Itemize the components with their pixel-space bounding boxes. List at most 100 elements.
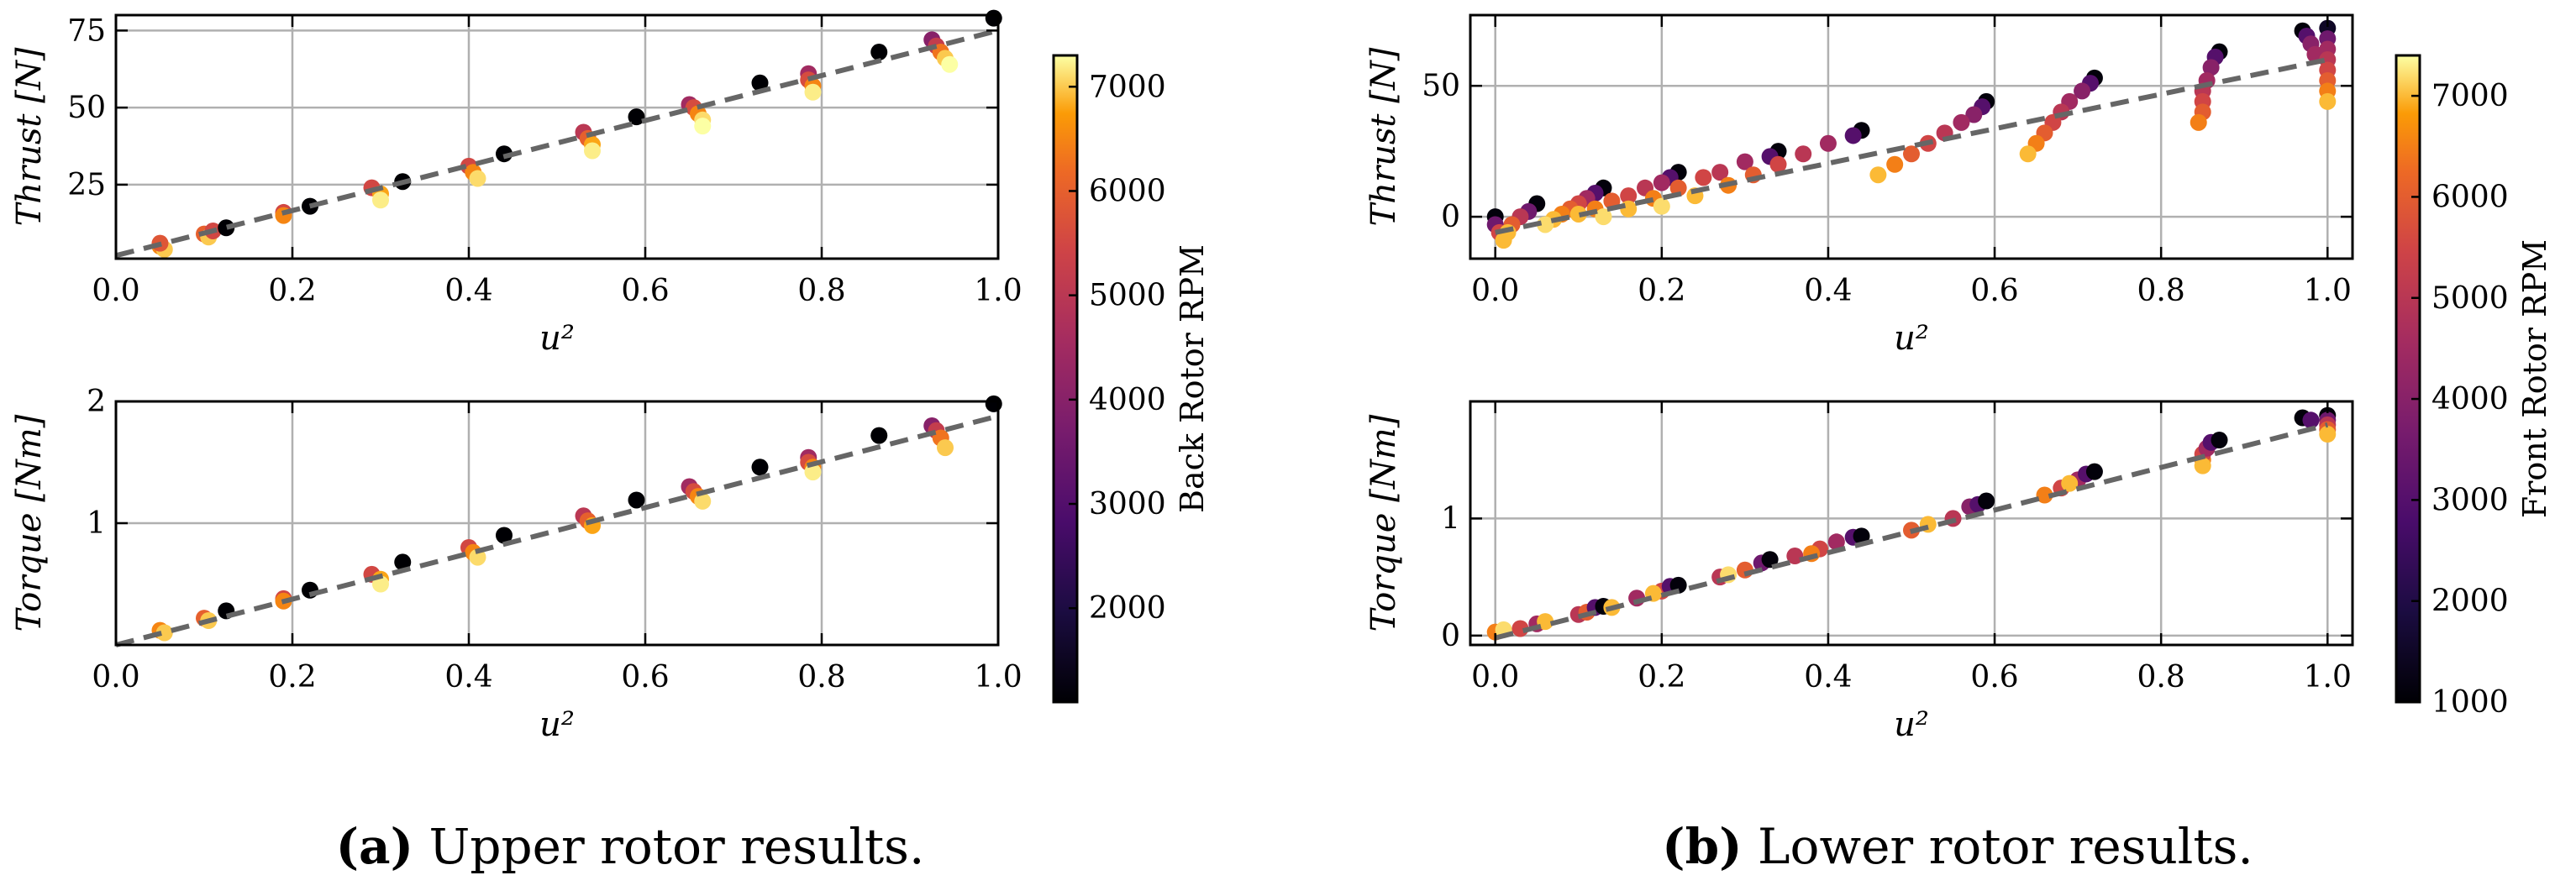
data-point	[2319, 426, 2337, 443]
x-axis-label: u²	[539, 705, 575, 744]
x-tick-label: 0.0	[1471, 660, 1519, 694]
x-axis-label: u²	[1894, 319, 1929, 358]
data-point	[469, 170, 486, 187]
y-tick-label: 0	[1441, 200, 1460, 234]
data-point	[804, 464, 822, 481]
y-axis-label: Thrust [N]	[10, 47, 49, 226]
data-point	[1653, 197, 1670, 215]
data-point	[1761, 551, 1779, 569]
x-tick-label: 0.4	[444, 274, 492, 308]
data-point	[584, 142, 601, 160]
axes-frame	[1469, 13, 2354, 260]
colorbar-gradient	[1052, 54, 1079, 704]
data-point	[1537, 216, 1554, 233]
x-tick-label: 0.8	[797, 660, 845, 694]
data-point	[1869, 166, 1887, 184]
caption-b: (b) Lower rotor results.	[1662, 818, 2253, 875]
x-tick-label: 1.0	[2304, 274, 2352, 308]
data-point	[2194, 457, 2211, 474]
data-point	[941, 55, 959, 73]
caption-b-text: Lower rotor results.	[1743, 818, 2253, 875]
data-point	[469, 548, 486, 566]
data-point	[751, 74, 769, 92]
data-point	[628, 491, 645, 509]
data-point	[751, 459, 769, 476]
y-tick-label: 0	[1441, 619, 1460, 653]
data-point	[2085, 463, 2103, 480]
x-tick-label: 1.0	[974, 274, 1022, 308]
data-point	[985, 9, 1002, 27]
y-axis-label: Thrust [N]	[1364, 47, 1403, 226]
data-point	[2074, 82, 2091, 100]
x-tick-label: 0.4	[1804, 274, 1852, 308]
fit-line	[115, 28, 999, 259]
colorbar-tick-label: 2000	[1089, 591, 1166, 626]
colorbar-tick-label: 5000	[2431, 281, 2509, 316]
data-point	[1569, 205, 1587, 223]
data-point	[1620, 200, 1638, 218]
colorbar-label: Front Rotor RPM	[2516, 239, 2553, 518]
data-point	[372, 191, 389, 209]
back-rotor-colorbar: 2000 3000 4000 5000 6000 7000 Back Rotor RPM	[1052, 54, 1211, 704]
data-point	[694, 492, 712, 510]
caption-a: (a) Upper rotor results.	[336, 818, 925, 875]
colorbar-tick-label: 6000	[1089, 174, 1166, 208]
y-tick-label: 1	[87, 506, 106, 541]
x-tick-label: 0.0	[92, 274, 139, 308]
fit-line	[115, 413, 999, 647]
data-point	[496, 527, 513, 544]
colorbar-tick-label: 2000	[2431, 584, 2509, 619]
x-tick-label: 0.8	[2137, 274, 2185, 308]
colorbar-tick-label: 5000	[1089, 279, 1166, 313]
data-point	[218, 219, 235, 237]
y-tick-label: 50	[67, 91, 106, 125]
y-axis-label: Torque [Nm]	[1364, 414, 1403, 632]
data-point	[1886, 155, 1904, 173]
x-axis-label: u²	[539, 319, 575, 358]
data-point	[1903, 145, 1920, 163]
data-point	[870, 44, 888, 61]
colorbar-tick-label: 6000	[2431, 180, 2509, 214]
colorbar-tick-label: 7000	[1089, 70, 1166, 104]
x-tick-label: 0.2	[268, 660, 316, 694]
x-tick-label: 1.0	[974, 660, 1022, 694]
x-tick-label: 0.8	[2137, 660, 2185, 694]
data-point	[694, 118, 712, 135]
y-tick-label: 75	[67, 13, 106, 48]
data-point	[1786, 548, 1804, 565]
data-point	[1795, 145, 1812, 163]
data-point	[1827, 533, 1845, 551]
data-point	[2190, 113, 2207, 131]
x-tick-label: 0.2	[1638, 660, 1685, 694]
front-rotor-colorbar: 1000 2000 3000 4000 5000 6000 7000 Front Rotor …	[2395, 54, 2553, 720]
data-point	[1695, 169, 1712, 186]
data-point	[1711, 164, 1729, 181]
colorbar-tick-label: 3000	[1089, 487, 1166, 521]
colorbar-label: Back Rotor RPM	[1174, 244, 1211, 513]
data-point	[804, 83, 822, 101]
data-point	[2319, 92, 2337, 110]
x-tick-label: 0.0	[92, 660, 139, 694]
data-point	[870, 427, 888, 444]
colorbar-tick-label: 7000	[2431, 79, 2509, 113]
x-tick-label: 0.6	[1970, 660, 2018, 694]
x-tick-label: 0.0	[1471, 274, 1519, 308]
lower-thrust-panel: 0.0 0.2 0.4 0.6 0.8 1.0 0 50 u² Thrust [N]	[1364, 13, 2354, 358]
data-point	[2202, 59, 2220, 76]
axes-frame	[1469, 400, 2354, 647]
x-tick-label: 0.6	[621, 660, 669, 694]
axes-frame	[114, 13, 1000, 260]
data-point	[937, 439, 954, 457]
data-point	[2036, 486, 2053, 504]
y-tick-label: 1	[1441, 501, 1460, 536]
data-point	[2061, 474, 2079, 492]
data-point	[1953, 113, 1970, 131]
data-point	[1853, 527, 1870, 545]
x-tick-label: 1.0	[2304, 660, 2352, 694]
fit-line	[1494, 422, 2329, 641]
y-tick-label: 50	[1422, 69, 1460, 103]
data-point	[1844, 127, 1862, 144]
colorbar-tick-label: 1000	[2431, 685, 2509, 720]
y-tick-label: 25	[67, 168, 106, 202]
caption-a-text: Upper rotor results.	[413, 818, 924, 875]
